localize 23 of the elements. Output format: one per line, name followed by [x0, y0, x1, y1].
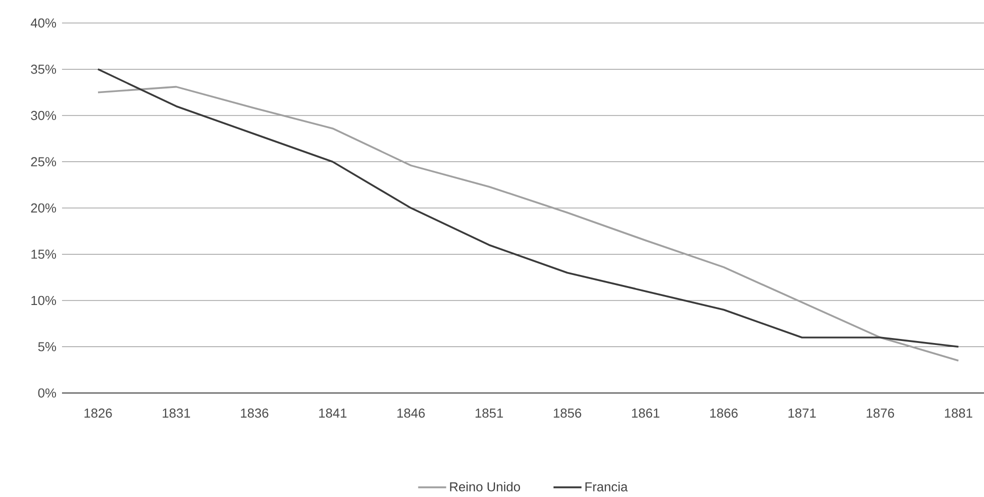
x-tick-label: 1866 [710, 408, 738, 418]
x-tick-label: 1881 [944, 408, 972, 418]
x-tick-label: 1841 [319, 408, 346, 418]
y-tick-label: 0% [38, 388, 56, 398]
y-tick-label: 40% [30, 18, 56, 28]
x-tick-label: 1871 [788, 408, 816, 418]
x-tick-label: 1861 [632, 408, 660, 418]
y-tick-label: 25% [31, 157, 56, 166]
y-tick-label: 30% [30, 110, 56, 120]
y-tick-label: 35% [30, 64, 56, 74]
x-tick-label: 1836 [240, 408, 268, 418]
legend-label: Reino Unido [450, 482, 520, 492]
x-tick-label: 1826 [84, 408, 112, 418]
x-tick-label: 1831 [162, 408, 190, 418]
legend-label: Francia [585, 482, 628, 492]
y-tick-label: 20% [31, 203, 56, 213]
x-tick-label: 1846 [397, 408, 425, 418]
y-tick-label: 15% [31, 250, 56, 259]
x-tick-label: 1876 [866, 408, 894, 418]
x-tick-label: 1851 [476, 408, 503, 418]
y-tick-label: 5% [38, 342, 56, 352]
x-tick-label: 1856 [554, 408, 582, 418]
y-tick-label: 10% [31, 296, 56, 306]
